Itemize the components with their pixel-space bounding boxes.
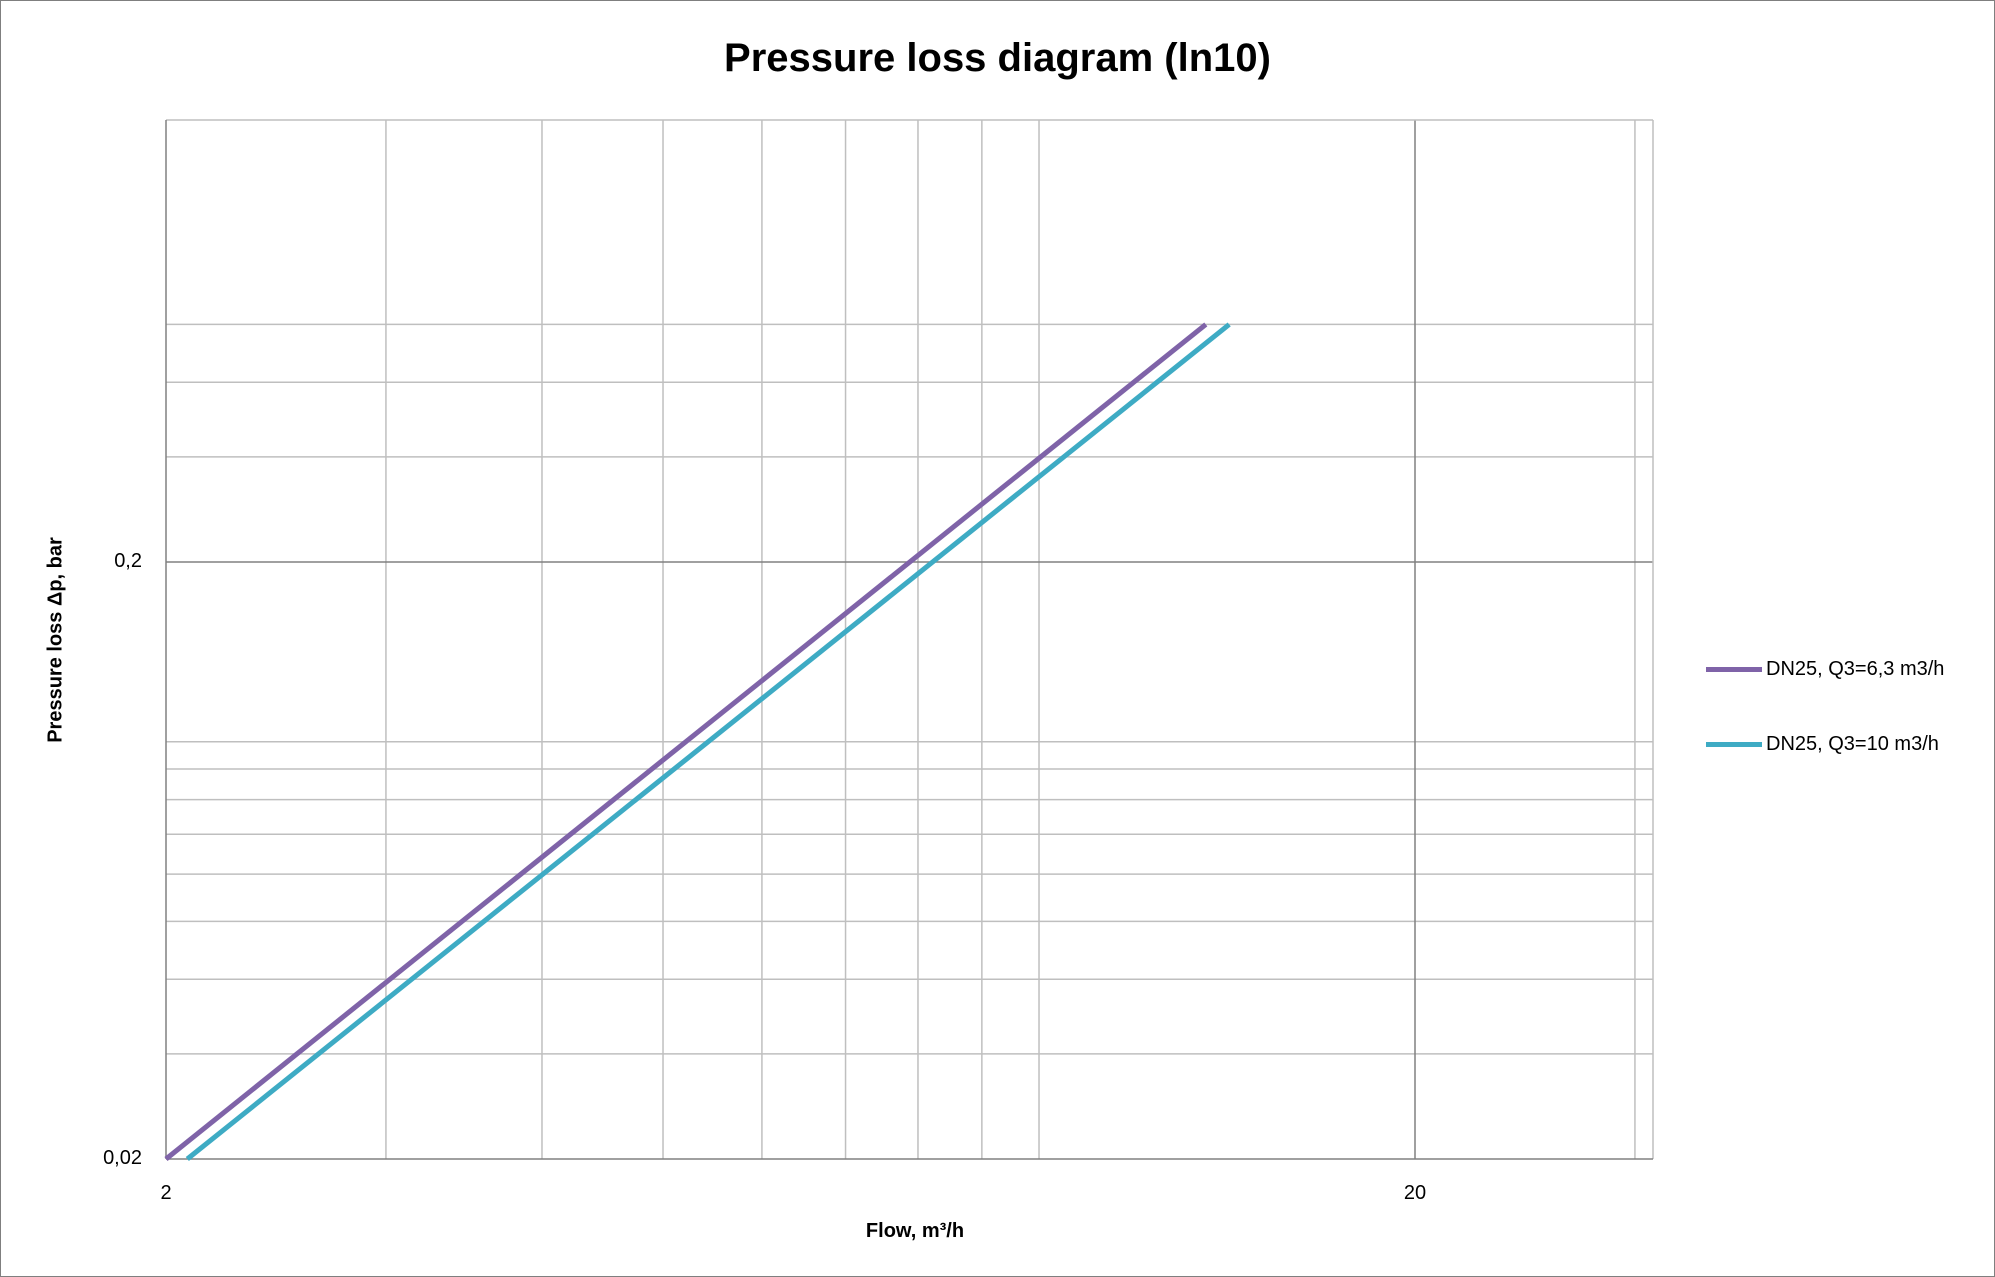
legend-label: DN25, Q3=10 m3/h — [1766, 732, 1939, 755]
chart-title: Pressure loss diagram (ln10) — [724, 36, 1271, 80]
legend: DN25, Q3=6,3 m3/h DN25, Q3=10 m3/h — [1706, 648, 1991, 798]
x-tick-label: 20 — [1403, 1182, 1427, 1204]
series-line-2 — [185, 322, 1231, 1161]
x-tick-label: 2 — [160, 1182, 172, 1204]
legend-swatch — [1706, 666, 1762, 672]
y-tick-label: 0,2 — [114, 550, 142, 572]
x-axis-label: Flow, m³/h — [865, 1220, 965, 1242]
series-line-1 — [164, 322, 1208, 1161]
legend-item: DN25, Q3=10 m3/h — [1706, 723, 1991, 765]
legend-label: DN25, Q3=6,3 m3/h — [1766, 657, 1945, 680]
y-tick-label: 0,02 — [103, 1147, 142, 1169]
legend-swatch — [1706, 741, 1762, 747]
legend-item: DN25, Q3=6,3 m3/h — [1706, 648, 1991, 690]
